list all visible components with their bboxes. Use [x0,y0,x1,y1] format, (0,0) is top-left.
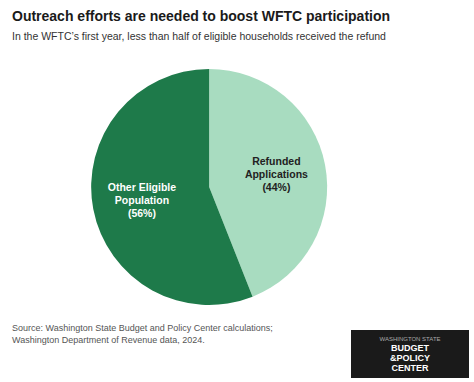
html-text:In the WFTC’s first year, less: In the WFTC’s first year, less than half… [12,30,386,42]
html-text:Source: Washington State Budge: Source: Washington State Budget and Poli… [12,323,273,345]
html-text:BUDGET: BUDGET [391,343,429,353]
html-text:Outreach efforts are needed to: Outreach efforts are needed to boost WFT… [12,8,390,24]
html-text:CENTER: CENTER [391,363,429,373]
svg-text:Other EligiblePopulation(56%): Other EligiblePopulation(56%) [108,181,176,219]
svg-text:RefundedApplications(44%): RefundedApplications(44%) [245,155,308,193]
html-text:&POLICY: &POLICY [390,353,430,363]
html-text:WASHINGTON STATE: WASHINGTON STATE [379,336,441,342]
